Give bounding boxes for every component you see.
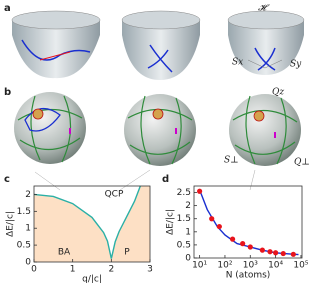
x-tick-label: 10⁴ bbox=[268, 261, 283, 271]
x-tick-label: 10² bbox=[217, 261, 232, 271]
annotation: P bbox=[124, 248, 130, 258]
bowl bbox=[12, 12, 100, 79]
x-tick-label: 2 bbox=[108, 265, 114, 275]
rim bbox=[227, 10, 305, 30]
point bbox=[280, 250, 286, 257]
spheres bbox=[14, 92, 301, 191]
point bbox=[247, 244, 253, 250]
curve bbox=[254, 47, 276, 71]
panel-label: d bbox=[162, 174, 169, 185]
y-tick-label: 1 bbox=[25, 224, 31, 234]
point bbox=[267, 249, 273, 255]
y-tick-label: 2.5 bbox=[177, 188, 191, 198]
y-tick-label: 2 bbox=[185, 201, 191, 211]
x-tick-label: 10³ bbox=[243, 261, 258, 271]
x-axis-label: N (atoms) bbox=[226, 271, 271, 281]
point bbox=[273, 250, 279, 256]
bowl bbox=[228, 12, 304, 75]
x-tick-label: 10⁵ bbox=[293, 261, 308, 271]
symbol: Q⊥ bbox=[294, 158, 310, 168]
curve bbox=[39, 51, 71, 61]
y-axis-label: ΔE/|c| bbox=[166, 209, 176, 235]
rim bbox=[121, 10, 201, 30]
x-tick-label: 3 bbox=[147, 265, 153, 275]
y-tick-label: 2 bbox=[25, 190, 31, 200]
symbol: S⊥ bbox=[224, 156, 239, 166]
panel-label: a bbox=[4, 3, 11, 14]
symbol: 𝓗 bbox=[258, 4, 270, 14]
symbol: Sy bbox=[290, 60, 302, 70]
point bbox=[197, 188, 203, 194]
curve bbox=[147, 44, 173, 73]
panel-label: b bbox=[4, 87, 11, 98]
y-tick-label: 0 bbox=[25, 258, 31, 268]
annotation: BA bbox=[58, 248, 71, 258]
symbol: Sx bbox=[232, 58, 243, 68]
annotation: QCP bbox=[105, 190, 124, 200]
surfaces bbox=[11, 10, 305, 80]
point bbox=[209, 216, 215, 222]
axis bbox=[264, 59, 283, 69]
bowl bbox=[122, 12, 200, 80]
point bbox=[259, 247, 265, 253]
panel-label: c bbox=[4, 174, 10, 185]
frame bbox=[193, 185, 303, 259]
y-tick-label: 0 bbox=[185, 254, 191, 264]
symbol: Qz bbox=[272, 88, 284, 98]
figure: a b 𝓗 Sx Sy Qz S⊥ Q⊥ c 0 1 2 3 0 0.5 1 1.5 2 q/|c|… bbox=[4, 3, 310, 283]
point bbox=[290, 251, 296, 257]
y-tick-label: 1 bbox=[185, 227, 191, 237]
x-tick-label: 10¹ bbox=[192, 261, 207, 271]
y-tick-label: 1.5 bbox=[17, 207, 31, 217]
axis bbox=[247, 59, 266, 69]
x-tick-label: 1 bbox=[70, 265, 76, 275]
rim bbox=[11, 10, 101, 30]
sphere bbox=[14, 92, 86, 164]
y-axis-label: ΔE/|c| bbox=[6, 211, 16, 237]
y-tick-label: 0.5 bbox=[17, 241, 31, 251]
point bbox=[240, 241, 246, 247]
y-tick-label: 0.5 bbox=[177, 240, 191, 250]
x-tick-label: 0 bbox=[31, 265, 37, 275]
y-tick-label: 1.5 bbox=[177, 214, 191, 224]
sphere bbox=[229, 94, 301, 166]
point bbox=[229, 236, 236, 242]
area bbox=[34, 186, 150, 262]
line bbox=[33, 185, 141, 259]
point bbox=[216, 223, 222, 230]
sphere bbox=[124, 94, 196, 166]
x-axis-label: q/|c| bbox=[82, 275, 102, 283]
frame bbox=[33, 185, 151, 263]
